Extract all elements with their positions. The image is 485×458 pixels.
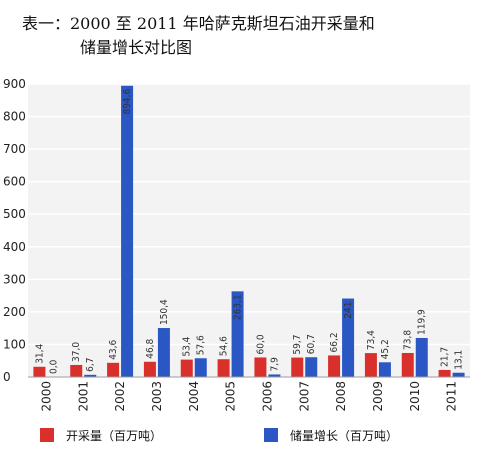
bar-production [33,366,46,377]
plot-background [28,84,470,377]
x-tick-label: 2011 [445,381,459,412]
legend-swatch [264,428,278,442]
data-label: 37,0 [71,342,82,362]
bar-reserve-growth [452,372,465,377]
bar-production [364,353,377,377]
x-tick-label: 2004 [187,381,201,412]
data-label: 53,4 [182,336,193,356]
bar-reserve-growth [84,374,97,377]
x-tick-label: 2000 [39,381,53,412]
x-tick-label: 2002 [113,381,127,412]
y-tick-label: 400 [3,240,26,254]
x-tick-label: 2001 [76,381,90,412]
bar-reserve-growth [268,374,281,377]
data-label: 0,0 [48,359,59,374]
y-tick-label: 200 [3,305,26,319]
y-tick-label: 900 [3,77,26,91]
bar-reserve-growth [342,298,355,377]
data-label: 60,0 [255,334,266,354]
bar-reserve-growth [157,328,170,377]
bar-production [70,364,83,377]
legend-swatch [40,428,54,442]
y-tick-label: 100 [3,337,26,351]
bar-production [254,357,267,377]
chart-title-line2: 储量增长对比图 [80,38,193,57]
bar-reserve-growth [194,358,207,377]
x-tick-label: 2010 [408,381,422,412]
data-label: 119,9 [417,309,428,335]
y-tick-label: 0 [3,370,11,384]
data-label: 45,2 [380,339,391,359]
x-tick-label: 2007 [297,381,311,412]
bars [33,85,465,378]
data-label: 894,6 [122,88,133,114]
data-label: 60,7 [306,334,317,354]
y-tick-label: 500 [3,207,26,221]
y-tick-label: 600 [3,175,26,189]
chart-title-line1: 表一：2000 至 2011 年哈萨克斯坦石油开采量和 [22,14,375,33]
y-axis: 0 100 200 300 400 500 600 700 800 900 [3,77,26,384]
x-tick-label: 2005 [224,381,238,412]
data-label: 57,6 [196,335,207,355]
x-tick-label: 2006 [260,381,274,412]
bar-production [107,362,120,377]
bar-reserve-growth [305,357,318,377]
data-label: 241 [343,302,354,319]
data-label: 6,7 [85,358,96,372]
data-label: 7,9 [269,357,280,372]
y-tick-label: 300 [3,272,26,286]
data-labels: 31,40,0 37,06,7 43,6 894,6 46,8 150,4 53,4 57,6… [34,88,464,374]
bar-reserve-growth [415,337,428,377]
y-tick-label: 800 [3,110,26,124]
bar-production [438,369,451,377]
data-label: 54,6 [219,336,230,356]
x-axis: 2000 2001 2002 2003 2004 2005 2006 2007 2008 2009… [28,376,470,412]
data-label: 59,7 [292,335,303,355]
data-label: 66,2 [329,332,340,352]
data-label: 21,7 [440,347,451,367]
data-label: 46,8 [145,338,156,358]
bar-production [291,357,304,377]
bar-reserve-growth [378,362,391,377]
grid-lines [28,83,470,378]
legend-label: 开采量（百万吨） [66,429,162,443]
bar-production [217,359,230,377]
data-label: 73,4 [366,330,377,350]
bar-production [180,359,193,377]
data-label: 263,1 [233,294,244,320]
bar-reserve-growth [231,291,244,377]
data-label: 43,6 [108,340,119,360]
bar-production [401,352,414,377]
legend-label: 储量增长（百万吨） [290,428,398,443]
bar-production [328,355,341,377]
x-tick-label: 2003 [150,381,164,412]
bar-reserve-growth [121,85,134,378]
chart-title: 表一：2000 至 2011 年哈萨克斯坦石油开采量和 储量增长对比图 [22,12,472,60]
legend: 开采量（百万吨） 储量增长（百万吨） [40,428,398,443]
y-tick-label: 700 [3,142,26,156]
data-label: 150,4 [159,299,170,325]
x-tick-label: 2008 [334,381,348,412]
data-label: 13,1 [454,350,465,370]
bar-production [143,361,156,377]
x-tick-label: 2009 [371,381,385,412]
data-label: 73,8 [403,330,414,350]
data-label: 31,4 [34,343,45,363]
